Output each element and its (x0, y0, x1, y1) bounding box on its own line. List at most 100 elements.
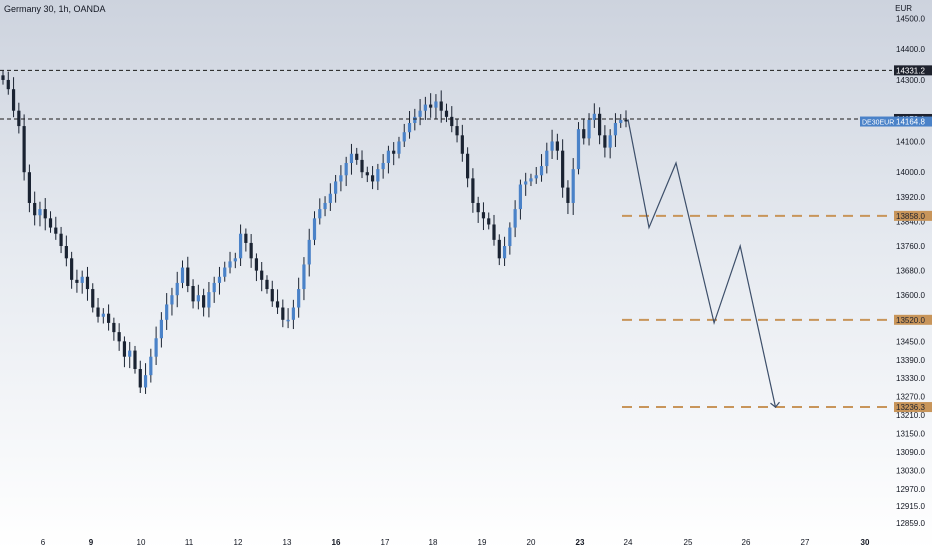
level-tag-label: 14331.2 (896, 66, 925, 75)
candle-down (365, 172, 369, 176)
level-tag-label: 13520.0 (896, 316, 925, 325)
candle-down (191, 285, 195, 302)
candle-down (497, 239, 501, 259)
candle-up (592, 113, 596, 120)
candle-up (302, 264, 306, 290)
level-tag (894, 65, 932, 76)
x-tick-label: 30 (861, 538, 870, 547)
projection-path[interactable] (627, 119, 777, 408)
candle-down (138, 369, 142, 388)
candle-down (392, 150, 396, 154)
candle-up (159, 319, 163, 339)
candle-up (508, 227, 512, 247)
level-tag-label: 13236.3 (896, 403, 925, 412)
candle-up (386, 150, 391, 163)
candle-up (513, 209, 517, 228)
x-tick-label: 17 (381, 538, 390, 547)
level-tag (894, 210, 932, 221)
candle-down (260, 270, 264, 280)
candle-up (297, 289, 301, 308)
current-price-label: 14164.8 (896, 118, 925, 127)
candle-down (566, 187, 570, 203)
candle-down (33, 202, 37, 216)
y-tick-label: 13840.0 (896, 217, 925, 226)
candle-up (196, 295, 200, 302)
ticker-tag-label: DE30EUR (862, 120, 894, 127)
candle-up (339, 175, 343, 182)
x-tick-label: 19 (478, 538, 487, 547)
y-tick-label: 12915.0 (896, 502, 925, 511)
x-tick-label: 13 (283, 538, 292, 547)
candle-up (619, 119, 623, 124)
x-tick-label: 27 (801, 538, 810, 547)
candle-down (11, 89, 16, 111)
projection-arrow-head (770, 401, 780, 408)
y-tick-label: 13600.0 (896, 291, 925, 300)
candle-up (318, 209, 322, 219)
candle-down (360, 159, 364, 173)
candle-down (59, 233, 63, 247)
candle-down (85, 276, 90, 290)
candle-down (429, 104, 433, 108)
candle-up (165, 304, 169, 320)
candle-down (1, 75, 5, 80)
candle-down (22, 126, 26, 173)
candle-up (312, 218, 317, 240)
candle-up (170, 295, 174, 305)
candle-up (101, 313, 105, 317)
candle-down (112, 322, 116, 333)
candle-up (397, 141, 401, 154)
candle-down (122, 341, 127, 357)
candle-down (117, 332, 121, 342)
candle-up (349, 153, 354, 163)
x-tick-label: 9 (89, 538, 94, 547)
x-tick-label: 23 (576, 538, 585, 547)
candle-up (328, 193, 332, 203)
candle-up (423, 104, 427, 111)
level-tag (894, 402, 932, 413)
candle-up (407, 123, 412, 133)
candle-down (370, 175, 375, 182)
x-tick-label: 20 (527, 538, 536, 547)
candle-up (418, 110, 422, 117)
x-tick-label: 16 (332, 538, 341, 547)
y-tick-label: 13030.0 (896, 466, 925, 475)
candle-up (128, 350, 132, 357)
candle-down (254, 258, 259, 271)
currency-label: EUR (895, 4, 912, 13)
candle-down (603, 135, 607, 148)
candle-down (275, 301, 280, 308)
candle-down (471, 178, 475, 203)
y-tick-label: 13450.0 (896, 337, 925, 346)
y-tick-label: 13680.0 (896, 267, 925, 276)
candle-up (376, 169, 380, 182)
y-tick-label: 14500.0 (896, 14, 925, 23)
candle-up (534, 175, 538, 179)
level-tag (894, 314, 932, 325)
candle-up (217, 276, 222, 283)
candle-up (149, 356, 153, 376)
candle-up (502, 246, 507, 259)
candle-down (624, 119, 628, 122)
candle-down (355, 153, 359, 160)
level-tag-label: 13858.0 (896, 212, 925, 221)
candle-up (228, 261, 232, 268)
candle-down (6, 79, 10, 90)
candle-up (576, 129, 581, 170)
candle-down (561, 150, 565, 188)
y-tick-label: 13760.0 (896, 242, 925, 251)
y-tick-label: 14300.0 (896, 76, 925, 85)
candle-down (476, 202, 480, 213)
candle-up (180, 267, 185, 283)
candle-down (455, 126, 459, 136)
x-tick-label: 24 (624, 538, 633, 547)
current-price-tag (894, 116, 932, 127)
y-tick-label: 13270.0 (896, 393, 925, 402)
ticker-tag (860, 116, 894, 127)
candle-down (244, 233, 248, 243)
y-tick-label: 13210.0 (896, 411, 925, 420)
candle-up (291, 307, 295, 320)
candle-down (450, 116, 454, 127)
